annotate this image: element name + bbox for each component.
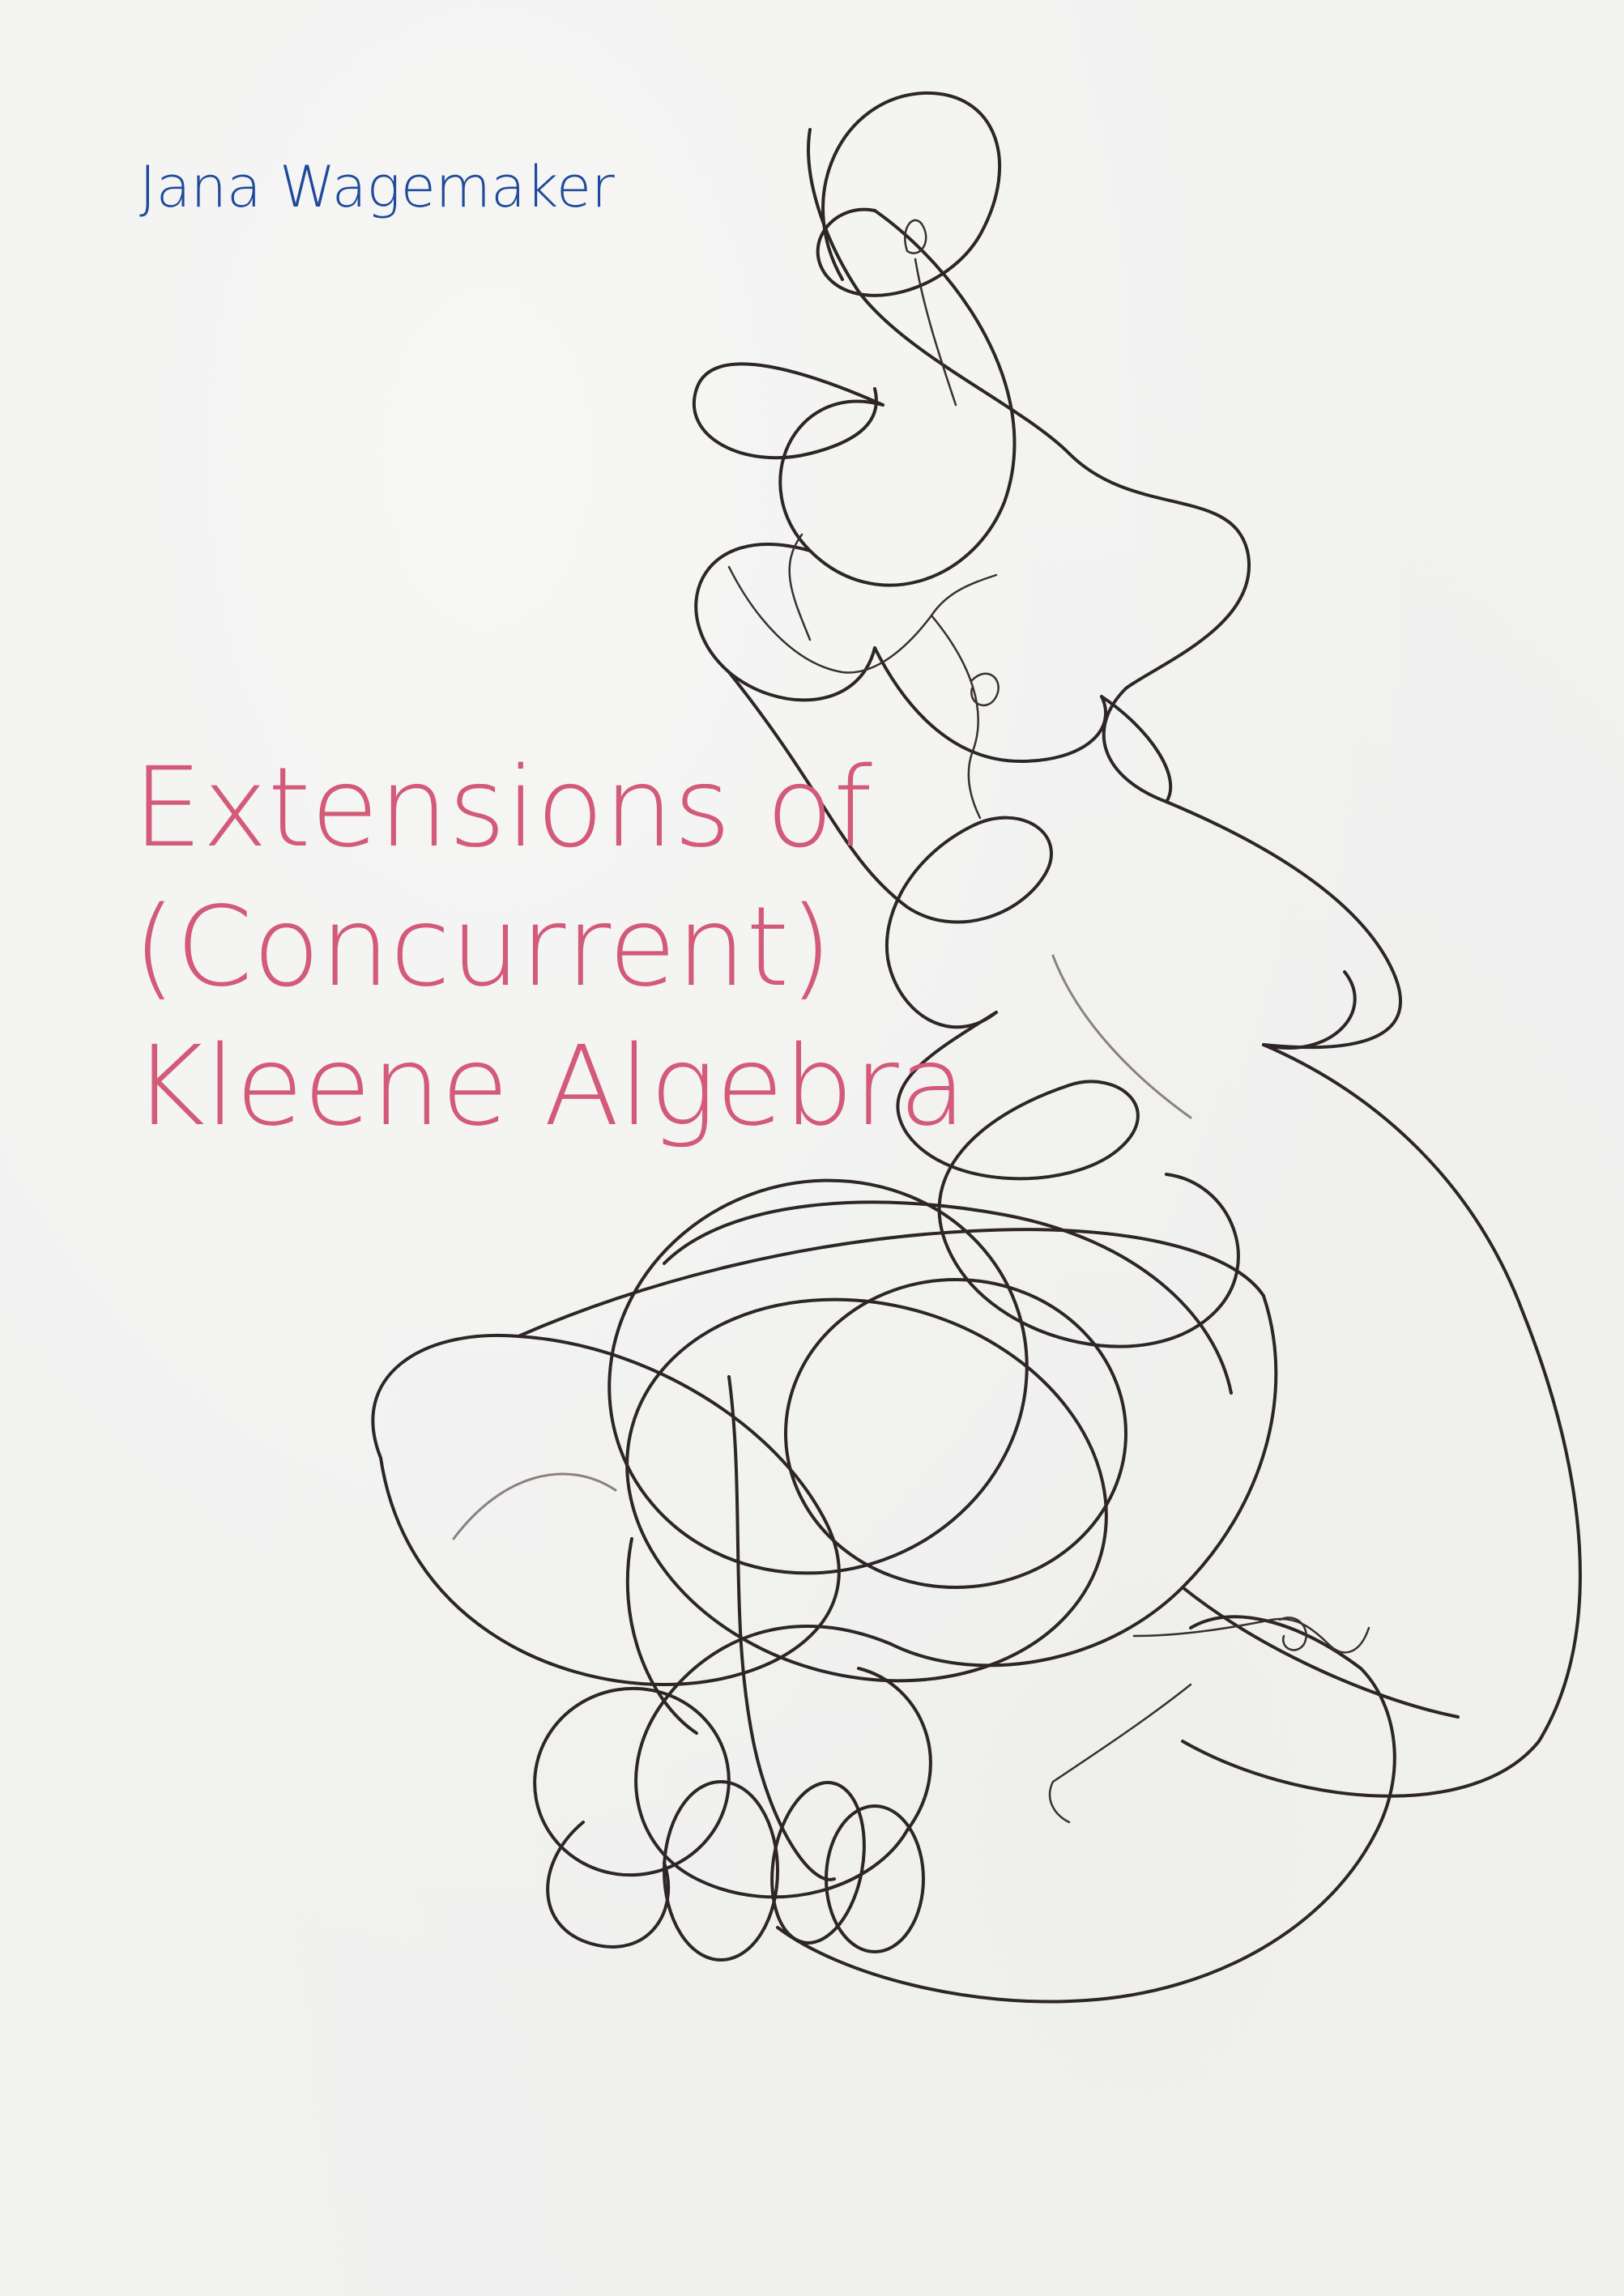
title-line-1: Extensions of <box>133 744 872 872</box>
title-line-3: Kleene Algebra <box>133 1023 967 1151</box>
author-name: Jana Wagemaker <box>139 154 615 220</box>
book-title: Extensions of (Concurrent) Kleene Algebr… <box>133 739 966 1157</box>
title-line-2: (Concurrent) <box>133 884 833 1012</box>
